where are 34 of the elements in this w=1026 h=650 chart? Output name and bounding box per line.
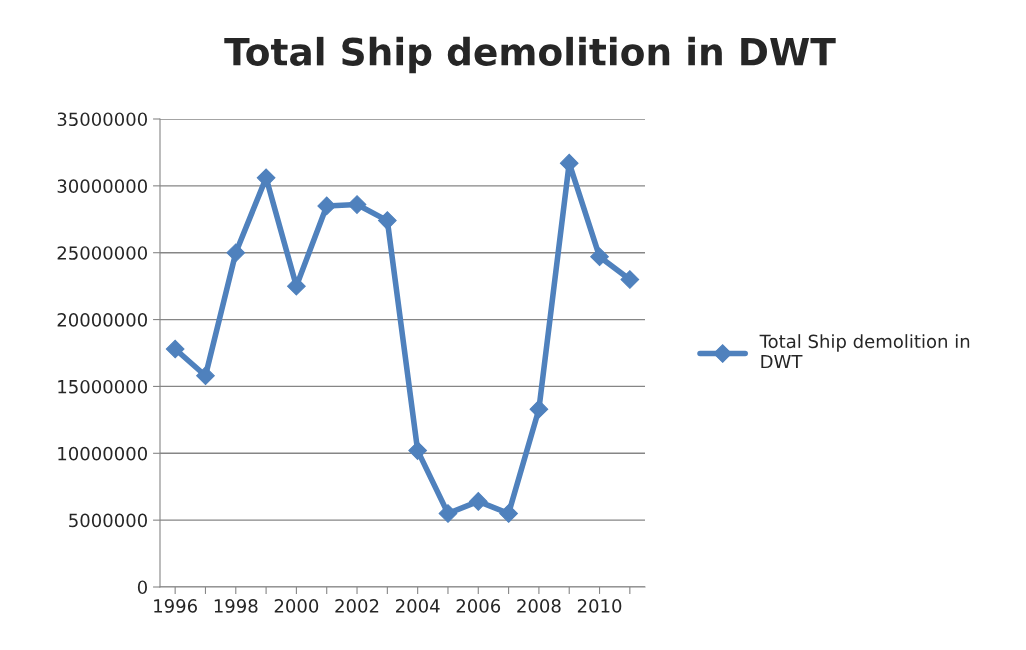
y-tick-label: 25000000	[57, 246, 147, 260]
point	[559, 153, 579, 173]
y-tick-label: 20000000	[57, 313, 147, 327]
y-tick-label: 30000000	[57, 179, 147, 193]
x-tick-label: 2002	[335, 599, 379, 613]
point	[529, 399, 549, 419]
y-tick-label: 0	[137, 580, 147, 595]
x-tick-label: 2008	[517, 599, 561, 613]
point	[347, 195, 367, 214]
point	[256, 168, 276, 188]
point	[165, 339, 185, 359]
point	[196, 366, 215, 386]
point	[499, 504, 518, 523]
point	[226, 243, 246, 263]
point	[620, 270, 640, 289]
y-tick-label: 10000000	[58, 446, 147, 461]
point	[287, 276, 306, 296]
y-tick-label: 35000000	[57, 112, 147, 127]
y-tick-label: 15000000	[58, 379, 147, 394]
x-tick-label: 2000	[274, 599, 319, 613]
legend-label: Total Ship demolition in DWT	[759, 334, 970, 369]
y-tick-label: 5000000	[69, 513, 147, 528]
point	[317, 196, 337, 216]
point	[468, 492, 488, 511]
point	[377, 211, 397, 230]
x-tick-label: 2004	[396, 599, 440, 613]
chart-title: Total Ship demolition in DWT	[224, 36, 836, 74]
x-tick-label: 2006	[456, 599, 501, 613]
point	[438, 504, 458, 523]
x-tick-label: 2010	[577, 599, 622, 613]
point	[590, 247, 609, 267]
point	[408, 441, 428, 460]
x-tick-label: 1998	[214, 599, 258, 613]
x-tick-label: 1996	[154, 599, 197, 613]
